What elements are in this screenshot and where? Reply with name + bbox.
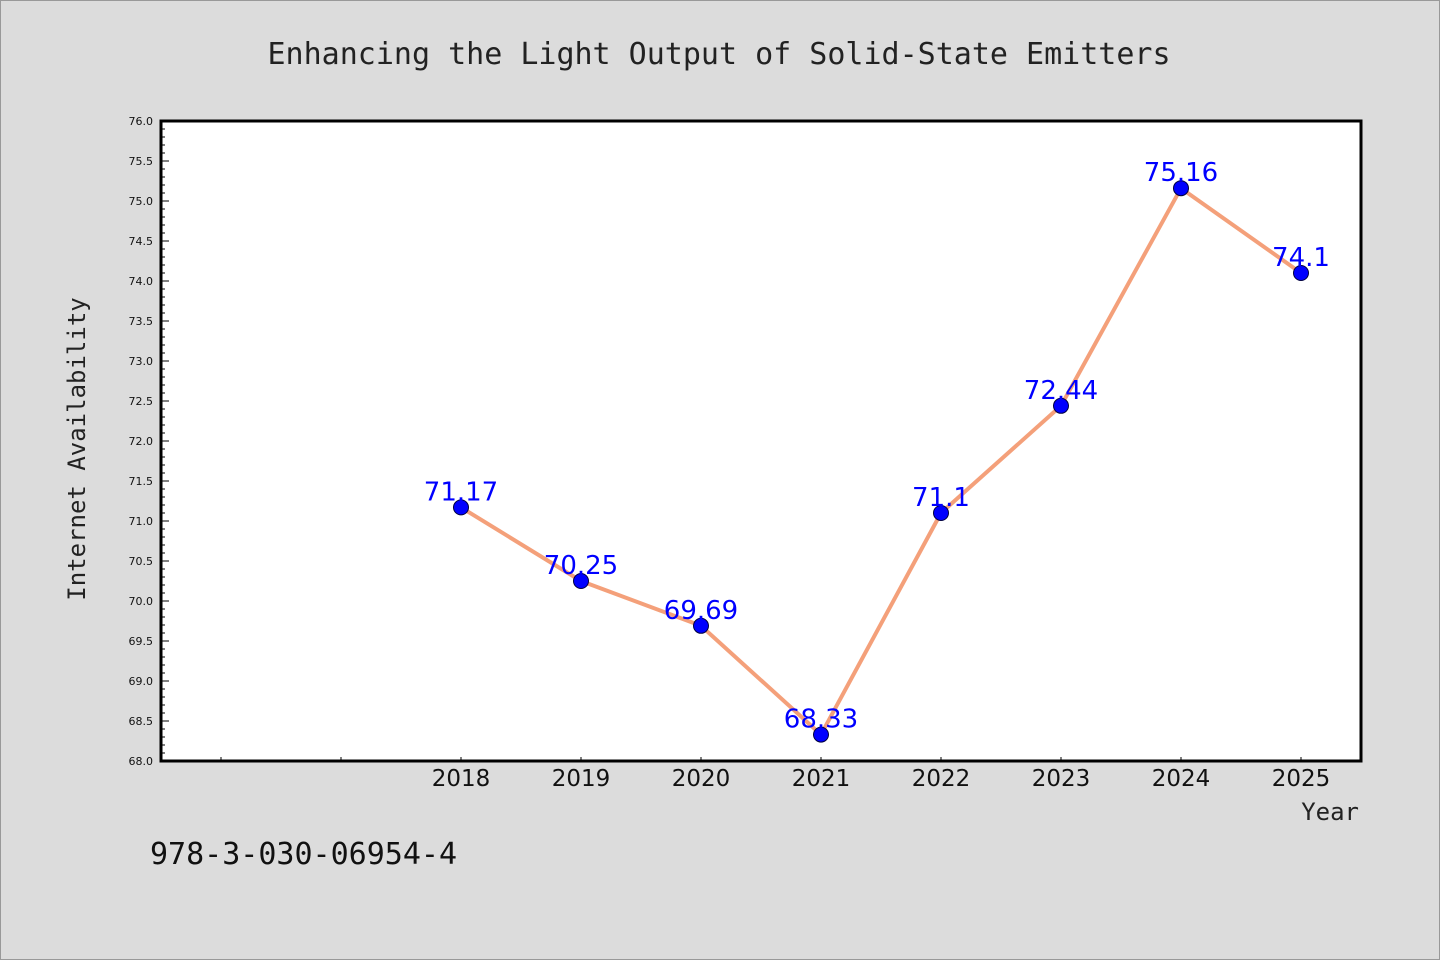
y-tick-label: 76.0 <box>129 115 154 128</box>
y-axis-ticks: 68.0 68.5 69.0 69.5 70.0 70.5 71.0 71.5 72.0 72.5… <box>129 115 169 768</box>
data-label: 69.69 <box>664 596 738 626</box>
data-label: 72.44 <box>1024 376 1098 406</box>
y-tick-label: 71.5 <box>129 475 154 488</box>
x-tick-label: 2021 <box>792 766 851 792</box>
data-label: 75.16 <box>1144 158 1218 188</box>
y-tick-label: 69.0 <box>129 675 154 688</box>
data-label: 70.25 <box>544 551 618 581</box>
x-axis-ticks: 2018 2019 2020 2021 2022 2023 2024 2025 <box>220 757 1331 792</box>
series-line <box>459 186 1303 737</box>
data-point <box>1293 265 1309 281</box>
chart-title: Enhancing the Light Output of Solid-Stat… <box>267 37 1170 72</box>
isbn-footer: 978-3-030-06954-4 <box>150 837 457 872</box>
data-point <box>933 505 949 521</box>
x-tick-label: 2023 <box>1032 766 1091 792</box>
x-tick-label: 2025 <box>1272 766 1331 792</box>
y-tick-label: 71.0 <box>129 515 154 528</box>
data-label: 71.1 <box>912 483 970 513</box>
y-tick-label: 72.5 <box>129 395 154 408</box>
data-label: 68.33 <box>784 705 858 735</box>
y-tick-label: 73.0 <box>129 355 154 368</box>
y-tick-label: 72.0 <box>129 435 154 448</box>
data-point <box>693 617 709 634</box>
y-tick-label: 68.5 <box>129 715 154 728</box>
y-tick-label: 70.0 <box>129 595 154 608</box>
data-point <box>1173 180 1189 197</box>
y-tick-label: 74.5 <box>129 235 154 248</box>
data-point <box>453 499 469 516</box>
series-group: 71.17 70.25 69.69 68.33 71.1 72.44 75.16 74.1 <box>424 158 1330 743</box>
y-tick-label: 74.0 <box>129 275 154 288</box>
y-axis-label: Internet Availability <box>63 297 91 600</box>
x-tick-label: 2019 <box>552 766 611 792</box>
data-point <box>573 573 589 589</box>
data-point <box>813 726 829 743</box>
x-tick-label: 2018 <box>432 766 491 792</box>
x-tick-label: 2022 <box>912 766 971 792</box>
y-tick-label: 70.5 <box>129 555 154 568</box>
y-tick-label: 75.0 <box>129 195 154 208</box>
y-tick-label: 73.5 <box>129 315 154 328</box>
data-point <box>1053 397 1069 414</box>
plot-area <box>159 119 1363 763</box>
data-label: 71.17 <box>424 477 498 507</box>
y-tick-label: 69.5 <box>129 635 154 648</box>
x-axis-label: Year <box>1301 798 1359 826</box>
data-label: 74.1 <box>1272 243 1330 273</box>
x-tick-label: 2024 <box>1152 766 1211 792</box>
y-tick-label: 75.5 <box>129 155 154 168</box>
x-tick-label: 2020 <box>672 766 731 792</box>
y-tick-label: 68.0 <box>129 755 154 768</box>
